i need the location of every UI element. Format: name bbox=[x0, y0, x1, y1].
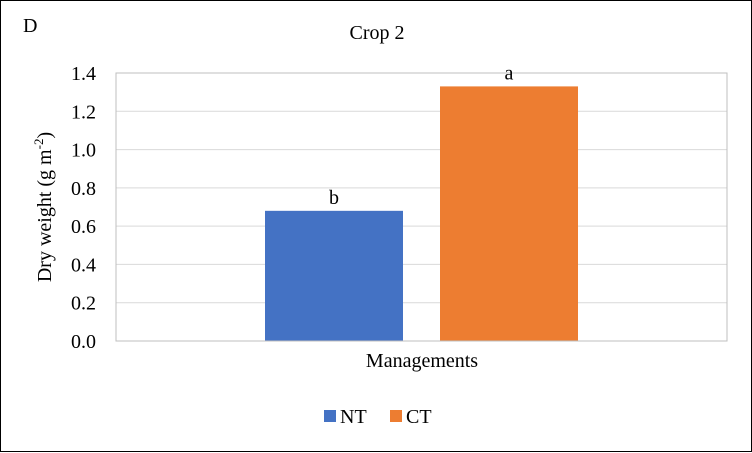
y-tick-label: 1.2 bbox=[71, 101, 96, 123]
panel-label: D bbox=[23, 15, 37, 37]
legend: NT CT bbox=[324, 406, 432, 428]
significance-label: b bbox=[329, 187, 339, 209]
plot-area bbox=[115, 72, 728, 342]
y-axis-ticks: 0.0 0.2 0.4 0.6 0.8 1.0 1.2 1.4 bbox=[71, 63, 96, 353]
y-tick-label: 0.0 bbox=[71, 331, 96, 353]
y-tick-label: 0.8 bbox=[71, 178, 96, 200]
y-tick-label: 0.2 bbox=[71, 293, 96, 315]
y-tick-label: 1.4 bbox=[71, 63, 96, 85]
y-axis-label-close: ) bbox=[34, 132, 56, 139]
y-axis-label-superscript: -2 bbox=[31, 139, 46, 150]
bar-nt bbox=[265, 210, 403, 341]
significance-label: a bbox=[505, 62, 514, 84]
legend-label: CT bbox=[406, 406, 432, 428]
x-axis-label: Managements bbox=[366, 350, 478, 372]
legend-swatch-ct bbox=[390, 410, 402, 422]
legend-swatch-nt bbox=[324, 410, 336, 422]
chart-title: Crop 2 bbox=[350, 22, 405, 44]
legend-label: NT bbox=[340, 406, 367, 428]
gridlines bbox=[116, 72, 727, 342]
y-tick-label: 0.6 bbox=[71, 216, 96, 238]
y-axis-label: Dry weight (g m-2) bbox=[31, 132, 56, 282]
bars: ba bbox=[265, 62, 578, 342]
y-tick-label: 1.0 bbox=[71, 140, 96, 162]
y-tick-label: 0.4 bbox=[71, 254, 96, 276]
y-axis-label-main: Dry weight (g m bbox=[34, 149, 56, 282]
bar-ct bbox=[440, 86, 578, 342]
